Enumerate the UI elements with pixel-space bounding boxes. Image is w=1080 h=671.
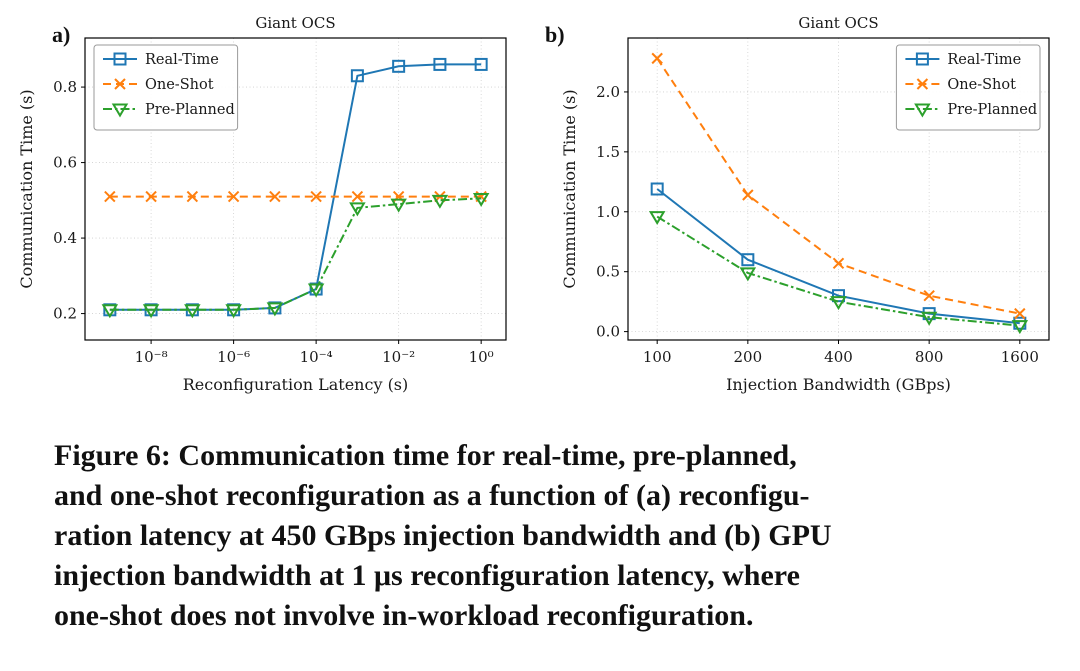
svg-text:0.6: 0.6 — [53, 154, 77, 172]
svg-text:Real-Time: Real-Time — [947, 52, 1021, 68]
chart-a: 10⁻⁸ 10⁻⁶ 10⁻⁴ 10⁻² 10⁰ 0.2 0.4 0.6 0.8 Giant OCS… — [17, 14, 507, 394]
svg-text:One-Shot: One-Shot — [145, 77, 214, 93]
svg-text:Pre-Planned: Pre-Planned — [947, 102, 1037, 118]
panel-b-label: b) — [545, 22, 565, 47]
caption-line: Figure 6: Communication time for real-ti… — [54, 439, 797, 472]
svg-text:10⁻⁶: 10⁻⁶ — [217, 348, 250, 366]
svg-text:Injection Bandwidth (GBps): Injection Bandwidth (GBps) — [726, 375, 951, 394]
svg-text:200: 200 — [734, 348, 763, 366]
svg-text:Communication Time (s): Communication Time (s) — [560, 89, 579, 288]
chart-b: 100 200 400 800 1600 0.0 0.5 1.0 1.5 2.0 Giant OCS… — [560, 14, 1050, 394]
svg-text:100: 100 — [643, 348, 672, 366]
svg-text:0.2: 0.2 — [53, 305, 77, 323]
svg-text:10⁰: 10⁰ — [469, 348, 494, 366]
svg-text:1.0: 1.0 — [596, 203, 620, 221]
svg-text:Reconfiguration Latency (s): Reconfiguration Latency (s) — [183, 375, 409, 394]
svg-text:Real-Time: Real-Time — [145, 52, 219, 68]
svg-text:Communication Time (s): Communication Time (s) — [17, 89, 36, 288]
panel-a-label: a) — [52, 22, 71, 47]
caption-line: and one-shot reconfiguration as a functi… — [54, 479, 810, 512]
caption-line: ration latency at 450 GBps injection ban… — [54, 519, 832, 552]
svg-text:Pre-Planned: Pre-Planned — [145, 102, 235, 118]
svg-text:0.8: 0.8 — [53, 78, 77, 96]
svg-text:400: 400 — [824, 348, 853, 366]
svg-text:Giant OCS: Giant OCS — [255, 14, 335, 32]
svg-text:1600: 1600 — [1001, 348, 1039, 366]
svg-text:10⁻⁴: 10⁻⁴ — [300, 348, 333, 366]
caption-line: injection bandwidth at 1 μs reconfigurat… — [54, 559, 800, 592]
svg-text:10⁻²: 10⁻² — [382, 348, 415, 366]
svg-text:800: 800 — [915, 348, 944, 366]
svg-text:Giant OCS: Giant OCS — [798, 14, 878, 32]
caption-line: one-shot does not involve in-workload re… — [54, 599, 754, 632]
svg-text:0.4: 0.4 — [53, 229, 77, 247]
svg-text:2.0: 2.0 — [596, 83, 620, 101]
svg-text:1.5: 1.5 — [596, 143, 620, 161]
svg-text:One-Shot: One-Shot — [947, 77, 1016, 93]
svg-text:0.5: 0.5 — [596, 263, 620, 281]
svg-text:0.0: 0.0 — [596, 323, 620, 341]
figure-caption: Figure 6: Communication time for real-ti… — [54, 436, 1034, 636]
svg-text:10⁻⁸: 10⁻⁸ — [135, 348, 168, 366]
